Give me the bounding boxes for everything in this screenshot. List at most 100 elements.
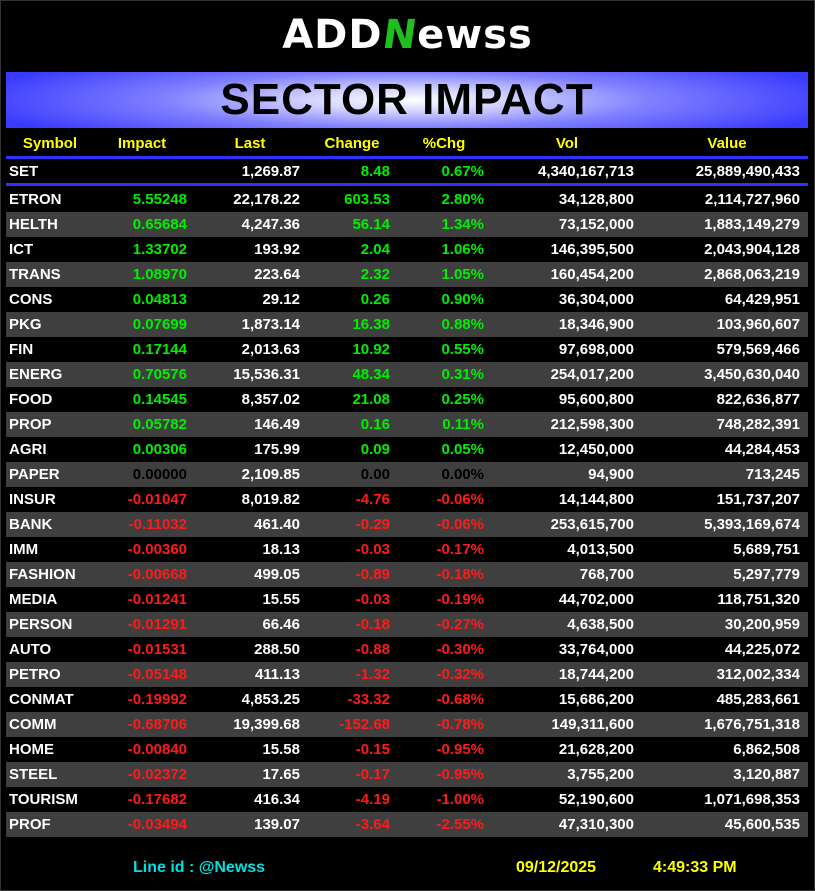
- cell-change: -0.89: [355, 566, 390, 583]
- cell-last: 411.13: [254, 666, 300, 683]
- cell-change: -33.32: [347, 691, 390, 708]
- cell-change: 603.53: [344, 191, 390, 208]
- cell-symbol: IMM: [9, 541, 39, 558]
- cell-pct: -0.78%: [436, 716, 484, 733]
- cell-vol: 768,700: [579, 566, 634, 583]
- cell-last: 146.49: [254, 416, 300, 433]
- header-value: Value: [707, 135, 747, 152]
- cell-vol: 3,755,200: [567, 766, 634, 783]
- footer-date: 09/12/2025: [516, 859, 597, 876]
- index-divider: [6, 183, 808, 186]
- cell-change: -0.03: [355, 541, 390, 558]
- table-row: CONMAT -0.19992 4,853.25 -33.32 -0.68% 15,686…: [6, 687, 808, 712]
- cell-last: 416.34: [254, 791, 300, 808]
- cell-value: 579,569,466: [716, 341, 800, 358]
- cell-symbol: FASHION: [9, 566, 76, 583]
- cell-value: 713,245: [745, 466, 800, 483]
- table-row: IMM -0.00360 18.13 -0.03 -0.17% 4,013,500 5,68…: [6, 537, 808, 562]
- cell-symbol: STEEL: [9, 766, 58, 783]
- addnewss-logo: ADDNewss: [0, 12, 815, 58]
- cell-last: 18.13: [262, 541, 300, 558]
- footer-time: 4:49:33 PM: [653, 859, 737, 876]
- cell-last: 15,536.31: [233, 366, 300, 383]
- cell-vol: 14,144,800: [558, 491, 634, 508]
- index-last: 1,269.87: [241, 163, 300, 180]
- index-pct-change: 0.67%: [441, 163, 484, 180]
- cell-last: 15.55: [262, 591, 300, 608]
- table-row: FOOD 0.14545 8,357.02 21.08 0.25% 95,600,800 8…: [6, 387, 808, 412]
- cell-last: 17.65: [262, 766, 300, 783]
- header-pct-change: %Chg: [422, 135, 466, 152]
- cell-last: 223.64: [254, 266, 300, 283]
- cell-change: 21.08: [352, 391, 390, 408]
- cell-pct: 0.25%: [441, 391, 484, 408]
- cell-change: 0.00: [360, 466, 390, 483]
- cell-value: 485,283,661: [716, 691, 800, 708]
- cell-last: 4,853.25: [241, 691, 300, 708]
- cell-vol: 52,190,600: [558, 791, 634, 808]
- cell-last: 499.05: [254, 566, 300, 583]
- cell-last: 15.58: [262, 741, 300, 758]
- cell-last: 1,873.14: [241, 316, 300, 333]
- cell-symbol: COMM: [9, 716, 57, 733]
- cell-impact: -0.01531: [127, 641, 187, 658]
- index-volume: 4,340,167,713: [538, 163, 634, 180]
- cell-vol: 95,600,800: [558, 391, 634, 408]
- cell-impact: 5.55248: [132, 191, 187, 208]
- header-volume: Vol: [555, 135, 579, 152]
- cell-change: 0.09: [360, 441, 390, 458]
- cell-change: 10.92: [352, 341, 390, 358]
- cell-change: -0.15: [355, 741, 390, 758]
- cell-last: 8,019.82: [241, 491, 300, 508]
- cell-vol: 4,638,500: [567, 616, 634, 633]
- cell-impact: -0.00668: [127, 566, 187, 583]
- cell-impact: 0.65684: [132, 216, 187, 233]
- cell-change: 0.26: [360, 291, 390, 308]
- cell-change: -0.18: [355, 616, 390, 633]
- cell-change: -3.64: [355, 816, 390, 833]
- cell-value: 103,960,607: [716, 316, 800, 333]
- cell-value: 45,600,535: [724, 816, 800, 833]
- header-change: Change: [324, 135, 380, 152]
- cell-symbol: PROP: [9, 416, 52, 433]
- cell-impact: -0.19992: [127, 691, 187, 708]
- cell-impact: 0.00000: [132, 466, 187, 483]
- cell-impact: -0.02372: [127, 766, 187, 783]
- cell-symbol: CONMAT: [9, 691, 74, 708]
- table-row: ENERG 0.70576 15,536.31 48.34 0.31% 254,017,2…: [6, 362, 808, 387]
- cell-impact: 0.17144: [132, 341, 187, 358]
- cell-change: 2.04: [360, 241, 390, 258]
- cell-vol: 34,128,800: [558, 191, 634, 208]
- cell-symbol: PROF: [9, 816, 51, 833]
- cell-vol: 36,304,000: [558, 291, 634, 308]
- table-row: HOME -0.00840 15.58 -0.15 -0.95% 21,628,200 6,…: [6, 737, 808, 762]
- cell-impact: 1.08970: [132, 266, 187, 283]
- cell-value: 151,737,207: [716, 491, 800, 508]
- cell-vol: 18,346,900: [558, 316, 634, 333]
- cell-vol: 12,450,000: [558, 441, 634, 458]
- logo-text-ewss: ewss: [417, 12, 533, 58]
- cell-last: 66.46: [262, 616, 300, 633]
- cell-symbol: TRANS: [9, 266, 61, 283]
- cell-impact: -0.00360: [127, 541, 187, 558]
- table-row: BANK -0.11032 461.40 -0.29 -0.06% 253,615,700…: [6, 512, 808, 537]
- cell-pct: 2.80%: [441, 191, 484, 208]
- cell-change: -4.76: [355, 491, 390, 508]
- cell-pct: -0.06%: [436, 491, 484, 508]
- cell-last: 139.07: [254, 816, 300, 833]
- cell-value: 64,429,951: [724, 291, 800, 308]
- cell-impact: -0.01047: [127, 491, 187, 508]
- cell-pct: 1.05%: [441, 266, 484, 283]
- cell-vol: 73,152,000: [558, 216, 634, 233]
- table-row: CONS 0.04813 29.12 0.26 0.90% 36,304,000 64,42…: [6, 287, 808, 312]
- table-header: Symbol Impact Last Change %Chg Vol Value: [6, 131, 808, 156]
- cell-impact: 1.33702: [132, 241, 187, 258]
- cell-impact: -0.68706: [127, 716, 187, 733]
- cell-symbol: AUTO: [9, 641, 52, 658]
- cell-value: 2,043,904,128: [704, 241, 800, 258]
- cell-symbol: BANK: [9, 516, 53, 533]
- table-row: PAPER 0.00000 2,109.85 0.00 0.00% 94,900 713,2…: [6, 462, 808, 487]
- cell-pct: 1.06%: [441, 241, 484, 258]
- cell-pct: 0.88%: [441, 316, 484, 333]
- cell-symbol: PKG: [9, 316, 42, 333]
